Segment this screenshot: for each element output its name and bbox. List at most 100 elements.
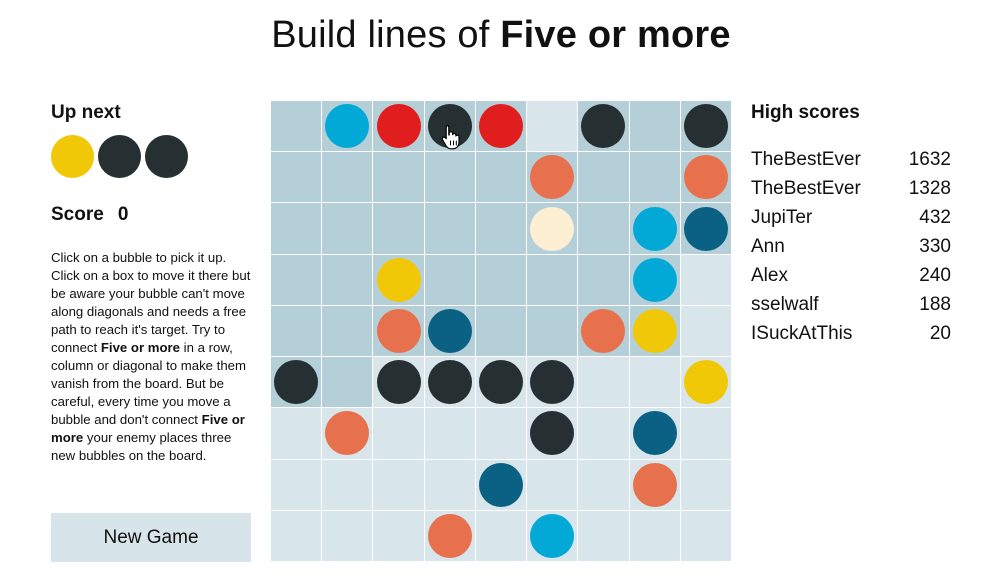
board-cell[interactable]: [527, 101, 578, 152]
board-cell[interactable]: [322, 152, 373, 203]
board-cell[interactable]: [629, 254, 680, 305]
board-cell[interactable]: [373, 510, 424, 561]
board-cell[interactable]: [271, 408, 322, 459]
new-game-button[interactable]: New Game: [51, 513, 251, 562]
bubble[interactable]: [478, 360, 523, 405]
board-cell[interactable]: [527, 152, 578, 203]
board-cell[interactable]: [475, 152, 527, 203]
board-cell[interactable]: [527, 408, 578, 459]
board-cell[interactable]: [680, 408, 731, 459]
board-cell[interactable]: [271, 357, 322, 408]
bubble[interactable]: [427, 360, 472, 405]
board-cell[interactable]: [680, 254, 731, 305]
board-cell[interactable]: [424, 152, 475, 203]
board-cell[interactable]: [424, 357, 475, 408]
board-cell[interactable]: [578, 305, 629, 357]
bubble[interactable]: [581, 308, 626, 353]
board-cell[interactable]: [424, 101, 475, 152]
bubble[interactable]: [530, 155, 575, 200]
bubble[interactable]: [478, 104, 523, 149]
board-cell[interactable]: [527, 254, 578, 305]
bubble[interactable]: [530, 411, 575, 456]
board-cell[interactable]: [578, 357, 629, 408]
board-cell[interactable]: [578, 254, 629, 305]
bubble[interactable]: [427, 513, 472, 558]
board-cell[interactable]: [271, 459, 322, 510]
board-cell[interactable]: [680, 459, 731, 510]
bubble[interactable]: [581, 104, 626, 149]
board-cell[interactable]: [629, 357, 680, 408]
board-cell[interactable]: [527, 459, 578, 510]
board-cell[interactable]: [629, 203, 680, 254]
bubble[interactable]: [632, 308, 677, 353]
board-cell[interactable]: [373, 254, 424, 305]
bubble[interactable]: [376, 360, 421, 405]
board-cell[interactable]: [424, 203, 475, 254]
board-cell[interactable]: [271, 152, 322, 203]
board-cell[interactable]: [475, 459, 527, 510]
board-cell[interactable]: [271, 203, 322, 254]
board-cell[interactable]: [475, 510, 527, 561]
board-cell[interactable]: [373, 101, 424, 152]
board-cell[interactable]: [680, 357, 731, 408]
board-cell[interactable]: [475, 408, 527, 459]
bubble[interactable]: [530, 360, 575, 405]
board-cell[interactable]: [629, 408, 680, 459]
board-cell[interactable]: [527, 305, 578, 357]
board-cell[interactable]: [373, 408, 424, 459]
board-cell[interactable]: [475, 101, 527, 152]
board-cell[interactable]: [424, 305, 475, 357]
board-cell[interactable]: [322, 254, 373, 305]
board-cell[interactable]: [527, 510, 578, 561]
bubble[interactable]: [632, 206, 677, 251]
board-cell[interactable]: [322, 203, 373, 254]
board-cell[interactable]: [322, 101, 373, 152]
board-cell[interactable]: [373, 305, 424, 357]
bubble[interactable]: [530, 513, 575, 558]
board-cell[interactable]: [629, 305, 680, 357]
board-cell[interactable]: [629, 510, 680, 561]
board-cell[interactable]: [373, 203, 424, 254]
board-cell[interactable]: [578, 510, 629, 561]
board-cell[interactable]: [629, 459, 680, 510]
board-cell[interactable]: [424, 510, 475, 561]
board-cell[interactable]: [578, 459, 629, 510]
bubble[interactable]: [632, 257, 677, 302]
bubble[interactable]: [683, 206, 728, 251]
bubble[interactable]: [530, 206, 575, 251]
bubble[interactable]: [427, 104, 472, 149]
board-cell[interactable]: [475, 357, 527, 408]
bubble[interactable]: [683, 155, 728, 200]
board-cell[interactable]: [578, 203, 629, 254]
bubble[interactable]: [683, 360, 728, 405]
board-cell[interactable]: [680, 203, 731, 254]
board-cell[interactable]: [322, 305, 373, 357]
bubble[interactable]: [325, 104, 370, 149]
board-cell[interactable]: [578, 152, 629, 203]
board-cell[interactable]: [680, 510, 731, 561]
board-cell[interactable]: [680, 305, 731, 357]
bubble[interactable]: [632, 411, 677, 456]
board-cell[interactable]: [629, 152, 680, 203]
bubble[interactable]: [376, 308, 421, 353]
board-cell[interactable]: [373, 459, 424, 510]
bubble[interactable]: [427, 308, 472, 353]
board-cell[interactable]: [527, 203, 578, 254]
board-cell[interactable]: [271, 101, 322, 152]
board-cell[interactable]: [475, 305, 527, 357]
board-cell[interactable]: [271, 254, 322, 305]
board-cell[interactable]: [271, 510, 322, 561]
board-cell[interactable]: [424, 254, 475, 305]
board-cell[interactable]: [373, 357, 424, 408]
board-cell[interactable]: [629, 101, 680, 152]
board-cell[interactable]: [322, 459, 373, 510]
board-cell[interactable]: [322, 510, 373, 561]
bubble[interactable]: [274, 360, 319, 405]
board-cell[interactable]: [475, 203, 527, 254]
bubble[interactable]: [376, 257, 421, 302]
board-cell[interactable]: [578, 408, 629, 459]
board-cell[interactable]: [475, 254, 527, 305]
board-cell[interactable]: [578, 101, 629, 152]
bubble[interactable]: [632, 462, 677, 507]
board-cell[interactable]: [322, 357, 373, 408]
